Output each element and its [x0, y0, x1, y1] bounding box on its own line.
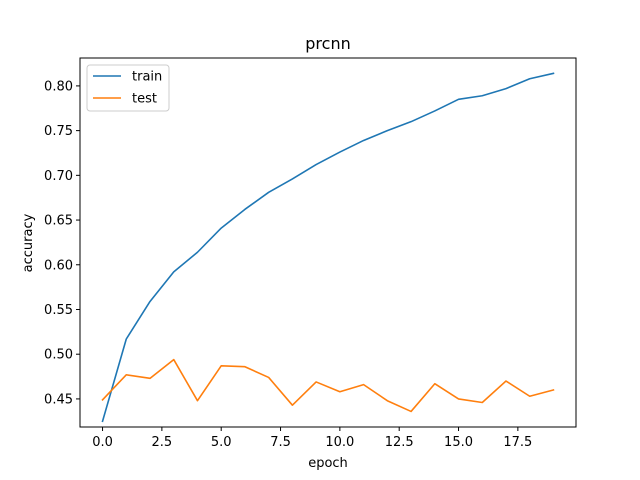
y-axis-label: accuracy: [21, 213, 36, 272]
x-tick-label: 15.0: [444, 435, 473, 450]
x-tick-label: 5.0: [211, 435, 232, 450]
x-tick-label: 0.0: [92, 435, 113, 450]
x-tick-label: 12.5: [385, 435, 414, 450]
legend: train test: [86, 64, 170, 112]
chart-title: prcnn: [305, 34, 350, 53]
y-tick-label: 0.80: [44, 79, 73, 94]
y-tick-label: 0.70: [44, 169, 73, 184]
y-tick-label: 0.65: [44, 214, 73, 229]
y-tick-label: 0.75: [44, 124, 73, 139]
y-tick-label: 0.50: [44, 348, 73, 363]
y-axis-ticks: 0.45 0.50 0.55 0.60 0.65 0.70 0.75 0.80: [44, 79, 80, 407]
x-tick-label: 7.5: [270, 435, 291, 450]
series-line-test: [101, 358, 555, 413]
legend-label-train: train: [132, 70, 162, 85]
y-tick-label: 0.60: [44, 258, 73, 273]
y-tick-label: 0.55: [44, 303, 73, 318]
y-tick-label: 0.45: [44, 392, 73, 407]
x-axis-label: epoch: [308, 456, 348, 471]
x-tick-label: 17.5: [503, 435, 532, 450]
legend-label-test: test: [132, 92, 157, 107]
plot-area: [101, 72, 555, 423]
x-tick-label: 10.0: [325, 435, 354, 450]
axes-frame: [79, 57, 577, 428]
x-tick-label: 2.5: [152, 435, 173, 450]
x-axis-ticks: 0.0 2.5 5.0 7.5 10.0 12.5 15.0 17.5: [92, 427, 532, 450]
series-line-train: [101, 72, 555, 423]
